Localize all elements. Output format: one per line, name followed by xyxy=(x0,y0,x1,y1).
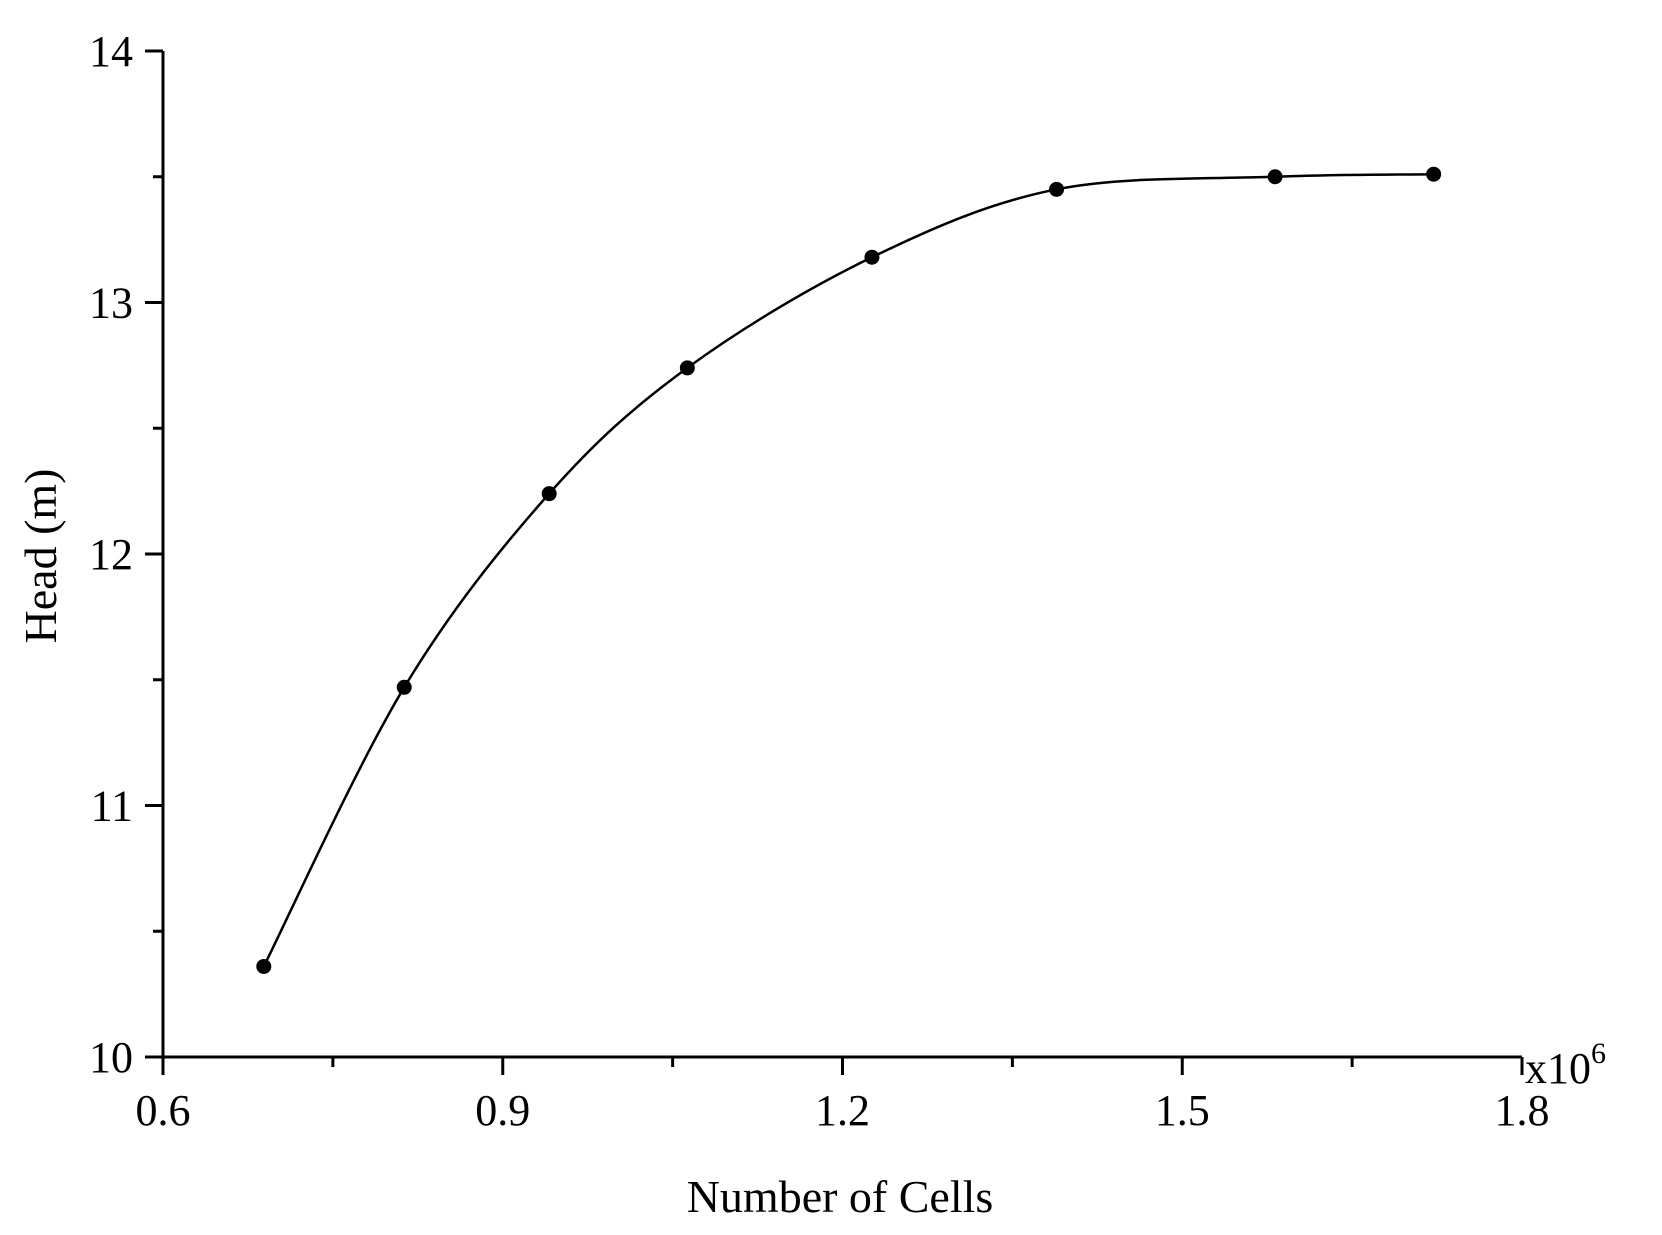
x-axis: 0.6 0.9 1.2 1.5 1.8 xyxy=(136,1055,1550,1135)
data-point xyxy=(679,360,695,376)
data-point xyxy=(541,486,557,502)
data-point xyxy=(1049,181,1065,197)
y-axis-title: Head (m) xyxy=(15,469,66,644)
data-point xyxy=(1267,169,1283,185)
x-axis-multiplier-base: x10 xyxy=(1525,1044,1591,1093)
x-axis-multiplier: x106 xyxy=(1525,1037,1606,1093)
data-point xyxy=(396,679,412,695)
y-tick-label: 14 xyxy=(89,27,133,76)
series-line-group xyxy=(262,172,1434,968)
x-tick-label: 0.9 xyxy=(475,1086,530,1135)
data-point xyxy=(864,249,880,265)
y-tick-label: 10 xyxy=(89,1033,133,1082)
x-tick-label: 0.6 xyxy=(136,1086,191,1135)
x-axis-multiplier-exponent: 6 xyxy=(1591,1037,1606,1070)
x-tick-label: 1.8 xyxy=(1495,1086,1550,1135)
y-axis: 10 11 12 13 14 xyxy=(89,27,165,1082)
x-tick-label: 1.5 xyxy=(1155,1086,1210,1135)
data-point xyxy=(1426,166,1442,182)
y-tick-label: 12 xyxy=(89,530,133,579)
x-tick-label: 1.2 xyxy=(815,1086,870,1135)
y-tick-label: 13 xyxy=(89,279,133,328)
x-axis-title: Number of Cells xyxy=(687,1171,994,1222)
data-point xyxy=(256,958,272,974)
series-markers xyxy=(256,166,1442,974)
y-tick-label: 11 xyxy=(91,782,133,831)
series-line xyxy=(262,172,1434,968)
